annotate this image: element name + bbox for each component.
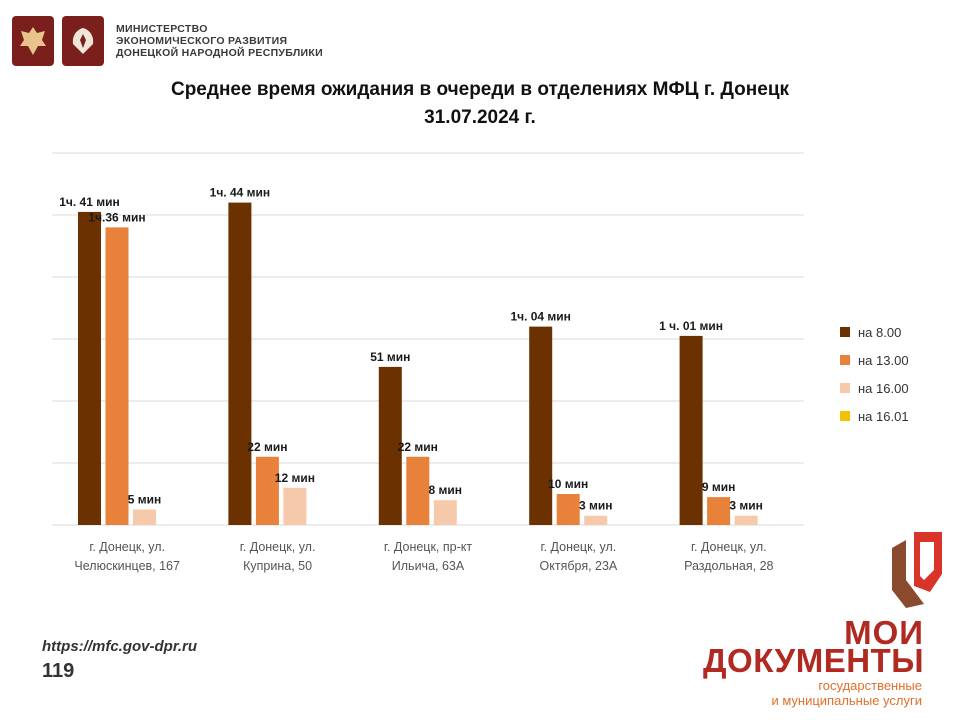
bar bbox=[133, 509, 156, 525]
legend-item: на 13.00 bbox=[840, 346, 909, 374]
data-label: 3 мин bbox=[579, 499, 613, 513]
bar bbox=[584, 515, 608, 525]
x-tick-label: г. Донецк, пр-кт bbox=[384, 540, 472, 554]
chart-subtitle: 31.07.2024 г. bbox=[424, 107, 536, 128]
brand-text-dokumenty: ДОКУМЕНТЫ bbox=[703, 642, 924, 679]
legend-item: на 16.00 bbox=[840, 374, 909, 402]
data-label: 51 мин bbox=[370, 350, 410, 364]
legend-swatch bbox=[840, 411, 850, 421]
bar bbox=[679, 335, 703, 525]
x-tick-label: Раздольная, 28 bbox=[684, 559, 773, 573]
legend-swatch bbox=[840, 355, 850, 365]
bar bbox=[378, 366, 402, 525]
brand-tagline-line: государственные bbox=[818, 678, 922, 693]
bar bbox=[556, 494, 580, 525]
bar bbox=[283, 487, 307, 525]
chart-legend: на 8.00 на 13.00 на 16.00 на 16.01 bbox=[840, 318, 909, 430]
bar bbox=[529, 326, 553, 525]
data-label: 22 мин bbox=[398, 440, 438, 454]
bar bbox=[734, 515, 758, 525]
data-label: 3 мин bbox=[729, 499, 763, 513]
legend-swatch bbox=[840, 383, 850, 393]
site-url[interactable]: https://mfc.gov-dpr.ru bbox=[42, 638, 197, 655]
x-tick-label: г. Донецк, ул. bbox=[89, 540, 165, 554]
legend-label: на 16.00 bbox=[858, 380, 909, 396]
x-tick-label: г. Донецк, ул. bbox=[691, 540, 767, 554]
bar bbox=[78, 211, 101, 525]
ministry-name: МИНИСТЕРСТВО ЭКОНОМИЧЕСКОГО РАЗВИТИЯ ДОН… bbox=[116, 23, 323, 59]
data-label: 1ч. 44 мин bbox=[210, 186, 271, 200]
x-tick-label: г. Донецк, ул. bbox=[240, 540, 316, 554]
moi-dokumenty-logo: МОИ ДОКУМЕНТЫ государственные и муниципа… bbox=[700, 528, 950, 713]
bar bbox=[707, 497, 731, 525]
data-label: 8 мин bbox=[429, 483, 463, 497]
header: МИНИСТЕРСТВО ЭКОНОМИЧЕСКОГО РАЗВИТИЯ ДОН… bbox=[12, 14, 323, 68]
legend-item: на 8.00 bbox=[840, 318, 909, 346]
data-label: 9 мин bbox=[702, 480, 736, 494]
bar bbox=[228, 202, 252, 525]
data-label: 1ч. 41 мин bbox=[59, 195, 120, 209]
republic-emblem-icon bbox=[62, 16, 104, 66]
legend-swatch bbox=[840, 327, 850, 337]
data-label: 5 мин bbox=[128, 493, 162, 507]
brand-text-moi: МОИ bbox=[844, 614, 924, 651]
legend-label: на 16.01 bbox=[858, 408, 909, 424]
chart-title: Среднее время ожидания в очереди в отдел… bbox=[170, 79, 790, 100]
state-emblem-icon bbox=[12, 16, 54, 66]
data-label: 1 ч. 01 мин bbox=[659, 319, 723, 333]
moi-dokumenty-mark-icon bbox=[892, 532, 942, 608]
ministry-line: МИНИСТЕРСТВО bbox=[116, 23, 208, 35]
data-label: 12 мин bbox=[275, 471, 315, 485]
brand-tagline: государственные и муниципальные услуги bbox=[771, 678, 922, 708]
data-label: 22 мин bbox=[247, 440, 287, 454]
x-tick-label: г. Донецк, ул. bbox=[541, 540, 617, 554]
bar bbox=[433, 500, 457, 525]
legend-item: на 16.01 bbox=[840, 402, 909, 430]
chart-title-block: Среднее время ожидания в очереди в отдел… bbox=[0, 76, 960, 132]
x-tick-label: Октября, 23А bbox=[540, 559, 618, 573]
bar bbox=[105, 227, 129, 525]
x-tick-label: Ильича, 63А bbox=[392, 559, 465, 573]
data-label: 1ч.36 мин bbox=[88, 210, 145, 224]
x-tick-label: Челюскинцев, 167 bbox=[74, 559, 180, 573]
x-tick-label: Куприна, 50 bbox=[243, 559, 312, 573]
bar bbox=[406, 456, 430, 525]
ministry-line: ЭКОНОМИЧЕСКОГО РАЗВИТИЯ bbox=[116, 35, 288, 47]
legend-label: на 8.00 bbox=[858, 324, 902, 340]
ministry-line: ДОНЕЦКОЙ НАРОДНОЙ РЕСПУБЛИКИ bbox=[116, 47, 323, 59]
data-label: 1ч. 04 мин bbox=[510, 310, 571, 324]
legend-label: на 13.00 bbox=[858, 352, 909, 368]
brand-tagline-line: и муниципальные услуги bbox=[771, 693, 922, 708]
page-number: 119 bbox=[42, 660, 75, 682]
data-label: 10 мин bbox=[548, 477, 588, 491]
bar bbox=[255, 456, 279, 525]
